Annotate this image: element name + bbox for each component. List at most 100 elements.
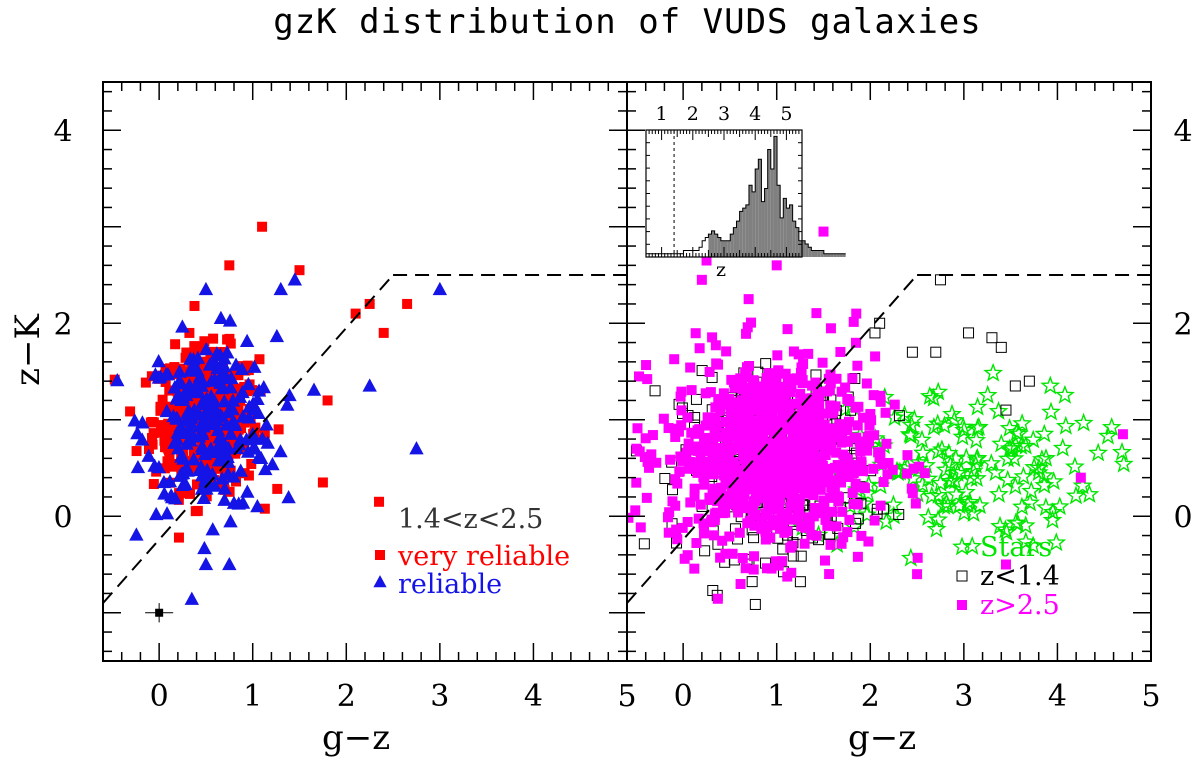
data-point [852, 360, 863, 371]
data-point [1009, 380, 1021, 392]
data-point [162, 456, 173, 467]
data-point [731, 484, 742, 495]
data-point [242, 386, 253, 397]
data-point [1008, 423, 1029, 443]
data-point [724, 468, 735, 479]
data-point [744, 360, 755, 371]
data-point [692, 425, 703, 436]
data-point [748, 564, 759, 575]
data-point [765, 532, 776, 543]
data-point [173, 376, 189, 390]
data-point [1021, 480, 1042, 500]
data-point [612, 387, 622, 397]
data-point [186, 452, 201, 466]
data-point [709, 530, 720, 541]
data-point [729, 415, 740, 426]
data-point [801, 434, 812, 445]
data-point [758, 453, 769, 464]
data-point [147, 439, 158, 450]
selection-line [102, 274, 394, 604]
data-point [635, 522, 646, 533]
data-point [763, 501, 774, 512]
data-point [1015, 531, 1036, 551]
data-point [770, 474, 781, 485]
data-point [257, 221, 268, 232]
data-point [744, 406, 755, 417]
data-point [145, 417, 156, 428]
data-point [685, 457, 696, 468]
data-point [847, 488, 858, 499]
data-point [280, 397, 295, 411]
data-point [742, 322, 753, 333]
data-point [317, 477, 328, 488]
data-point [162, 474, 178, 488]
data-point [716, 486, 727, 497]
data-point [852, 551, 863, 562]
data-point [198, 405, 213, 420]
data-point [797, 403, 808, 414]
data-point [740, 367, 751, 378]
histogram-outline [645, 135, 846, 257]
data-point [728, 443, 739, 454]
data-point [727, 548, 738, 559]
y-tick-label: 2 [53, 307, 72, 342]
data-point [789, 398, 800, 409]
data-point [702, 412, 713, 423]
data-point [759, 474, 770, 485]
data-point [829, 482, 840, 493]
data-point [1012, 413, 1033, 433]
data-point [820, 450, 831, 461]
data-point [928, 381, 949, 401]
data-point [959, 491, 980, 511]
data-point [170, 339, 181, 350]
histogram-bar [777, 185, 781, 257]
data-point [596, 456, 606, 466]
data-point [847, 463, 858, 474]
data-point [148, 428, 159, 439]
data-point [759, 447, 770, 458]
data-point [714, 431, 725, 442]
data-point [638, 538, 650, 550]
data-point [766, 563, 777, 574]
data-point [762, 510, 773, 521]
data-point [750, 463, 761, 474]
data-point [172, 468, 188, 482]
data-point [1013, 466, 1034, 486]
data-point [739, 489, 750, 500]
data-point [720, 548, 731, 559]
data-point [850, 478, 861, 489]
data-point [738, 499, 749, 510]
data-point [683, 438, 694, 449]
data-point [741, 328, 752, 339]
data-point [831, 521, 842, 532]
x-tick-label: 5 [1141, 679, 1160, 714]
data-point [189, 300, 200, 311]
data-point [699, 528, 710, 539]
data-point [699, 433, 710, 444]
right-panel-plot-area [596, 226, 1134, 610]
data-point [774, 446, 785, 457]
data-point [234, 361, 250, 376]
data-point [968, 416, 989, 436]
data-point [745, 500, 756, 511]
histogram-bar [711, 230, 715, 257]
y-tick-label: 2 [1173, 307, 1192, 342]
data-point [710, 414, 721, 425]
data-point [225, 465, 236, 476]
data-point [1041, 401, 1061, 421]
data-point [717, 399, 728, 410]
data-point [671, 524, 682, 535]
y-axis-label: z−K [7, 314, 48, 386]
data-point [825, 539, 836, 550]
data-point [226, 495, 242, 509]
data-point [942, 403, 963, 423]
data-point [631, 443, 642, 454]
data-point [151, 353, 166, 368]
data-point [684, 463, 695, 474]
data-point [815, 465, 826, 476]
data-point [806, 416, 817, 427]
data-point [961, 468, 982, 488]
data-point [735, 578, 746, 589]
data-point [746, 576, 758, 588]
data-point [659, 472, 671, 484]
